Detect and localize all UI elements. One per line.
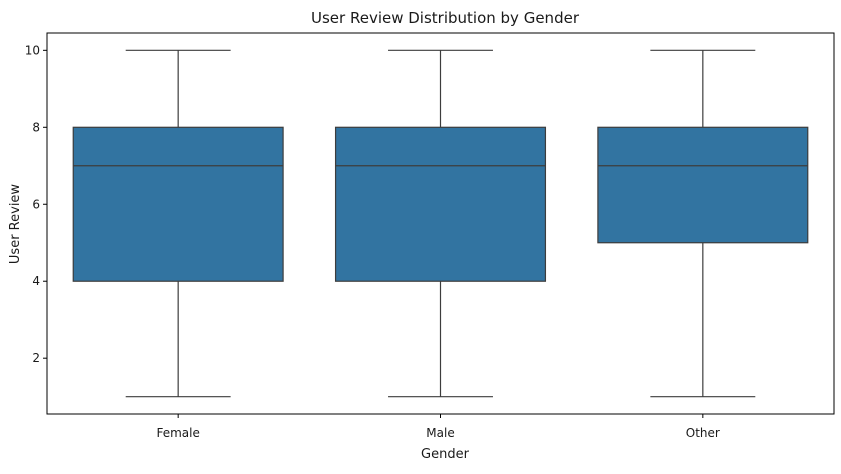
y-tick-label: 10 (25, 43, 40, 57)
y-axis-label: User Review (8, 184, 23, 265)
y-tick-label: 4 (32, 274, 40, 288)
y-axis: 2 4 6 8 10 (25, 43, 47, 365)
y-tick-label: 6 (32, 197, 40, 211)
box-iqr (597, 126, 809, 244)
x-axis: Female Male Other (156, 414, 720, 440)
y-tick-label: 8 (32, 120, 40, 134)
box-group-other (597, 49, 809, 398)
box-iqr (334, 126, 547, 282)
box-group-male (334, 49, 547, 398)
y-tick-label: 2 (32, 351, 40, 365)
x-tick-label: Other (686, 426, 720, 440)
x-tick-label: Female (156, 426, 199, 440)
x-tick-label: Male (426, 426, 454, 440)
chart-title: User Review Distribution by Gender (311, 9, 580, 27)
box-iqr (72, 126, 284, 282)
box-group-female (72, 49, 284, 398)
x-axis-label: Gender (421, 447, 470, 462)
plot-area (72, 49, 809, 398)
